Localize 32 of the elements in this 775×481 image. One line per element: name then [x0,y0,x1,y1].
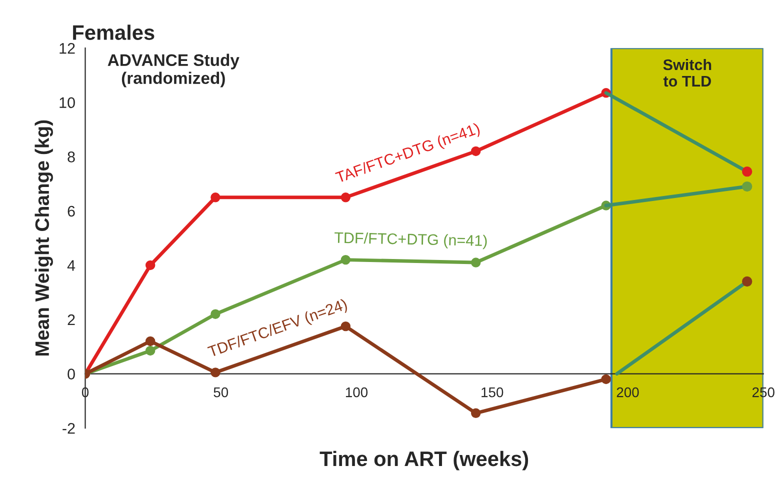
x-tick-label: 150 [482,387,504,398]
band-label: Switch to TLD [663,58,712,87]
point [340,254,351,265]
y-tick-label: 4 [67,260,76,271]
x-tick-label: 50 [214,387,228,398]
point [742,276,752,287]
y-tick-label: 0 [68,368,75,380]
y-tick-label: 10 [60,97,75,108]
annotation: ADVANCE Study (randomized) [108,54,240,88]
point [601,374,611,384]
point [145,336,156,346]
point [742,181,752,192]
y-tick-label: -2 [62,422,75,434]
chart-title: Females [73,24,154,40]
x-tick-label: 200 [616,387,639,398]
x-tick-label: 250 [752,387,774,398]
point [470,258,481,268]
x-axis-title: Time on ART (weeks) [320,450,528,470]
y-tick-label: 8 [68,152,75,162]
y-tick-label: 6 [68,206,75,217]
point [470,408,481,418]
series-label: TDF/FTC+DTG (n=41) [334,232,487,250]
point [210,192,220,202]
point [145,346,156,356]
y-tick-label: 12 [60,42,75,54]
point [210,368,220,378]
point [145,260,156,270]
y-axis-title: Mean Weight Change (kg) [34,120,53,356]
point [340,192,351,202]
x-tick-label: 100 [346,387,368,398]
y-tick-label: 2 [68,314,75,326]
point [742,166,752,177]
